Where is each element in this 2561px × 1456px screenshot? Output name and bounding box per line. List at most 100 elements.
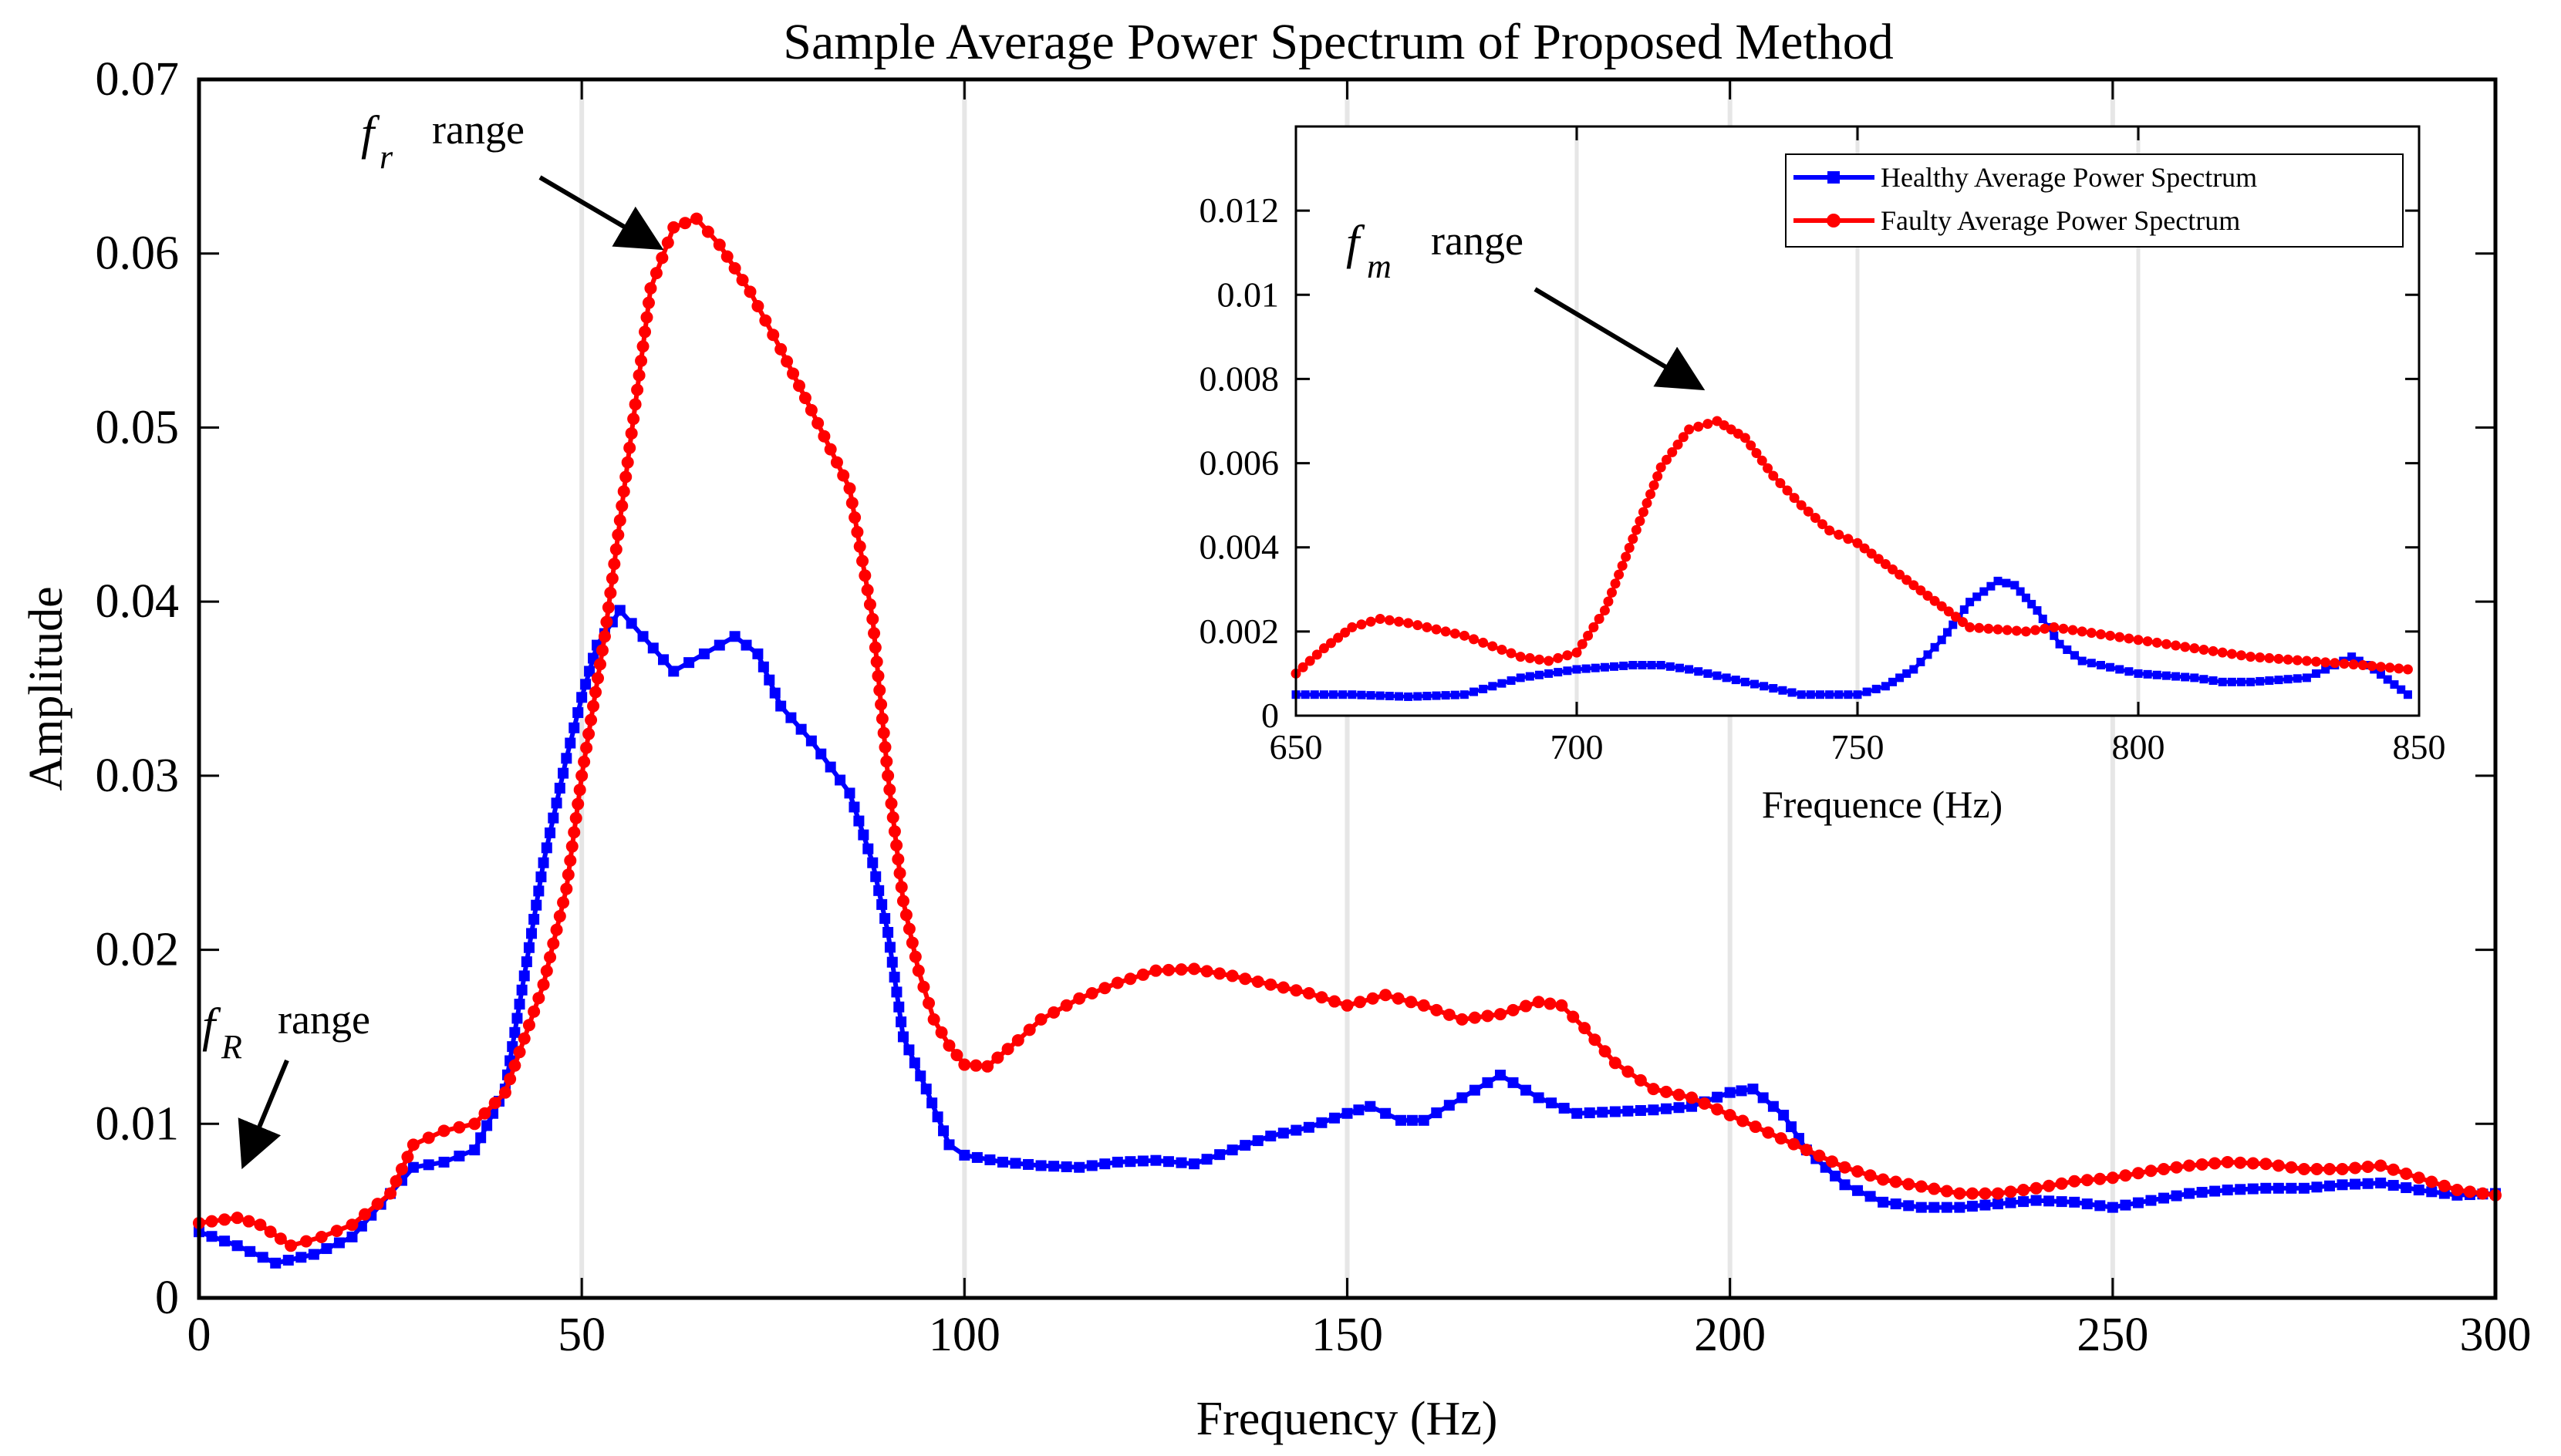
main-point-healthy — [531, 899, 542, 911]
inset-point-healthy — [2181, 672, 2190, 682]
inset-point-healthy — [1722, 673, 1731, 682]
main-point-faulty — [879, 740, 892, 753]
inset-point-healthy — [1760, 682, 1769, 691]
main-point-healthy — [1864, 1191, 1876, 1202]
inset-point-healthy — [1888, 677, 1897, 686]
main-point-faulty — [1578, 1022, 1591, 1035]
main-point-faulty — [635, 354, 648, 367]
main-point-faulty — [1544, 997, 1557, 1010]
inset-point-faulty — [2394, 663, 2404, 674]
main-point-faulty — [1442, 1008, 1456, 1021]
inset-point-faulty — [2058, 623, 2069, 634]
inset-point-healthy — [2161, 671, 2171, 680]
inset-point-healthy — [1685, 665, 1694, 674]
main-point-healthy — [2018, 1196, 2030, 1208]
inset-point-faulty — [1929, 595, 1940, 606]
main-point-faulty — [2017, 1184, 2030, 1197]
main-point-healthy — [1150, 1154, 1162, 1166]
main-point-healthy — [714, 639, 725, 651]
inset-point-faulty — [2002, 625, 2013, 635]
fm-subscript: m — [1367, 248, 1392, 285]
inset-point-faulty — [1667, 447, 1678, 457]
main-point-faulty — [553, 910, 566, 923]
inset-point-healthy — [1572, 665, 1581, 674]
main-point-healthy — [538, 857, 549, 868]
legend-box — [1785, 153, 2404, 248]
main-x-tick-label: 50 — [558, 1309, 606, 1361]
main-point-healthy — [2132, 1197, 2144, 1208]
main-point-healthy — [698, 648, 710, 659]
main-point-faulty — [2387, 1163, 2400, 1176]
main-point-faulty — [589, 686, 602, 699]
main-point-healthy — [626, 618, 637, 629]
inset-point-healthy — [2077, 656, 2087, 666]
main-point-faulty — [792, 379, 805, 393]
main-point-faulty — [616, 500, 629, 512]
inset-point-faulty — [1412, 620, 1423, 631]
main-point-faulty — [604, 586, 617, 599]
main-point-healthy — [1966, 1201, 1978, 1212]
main-point-healthy — [897, 1031, 909, 1043]
inset-point-faulty — [2375, 662, 2386, 672]
main-point-healthy — [903, 1044, 915, 1056]
main-point-healthy — [1757, 1092, 1769, 1104]
main-point-faulty — [1315, 991, 1328, 1004]
main-y-tick-label: 0 — [155, 1272, 179, 1324]
main-point-healthy — [849, 801, 860, 813]
inset-point-faulty — [2189, 643, 2200, 654]
main-point-healthy — [2387, 1180, 2399, 1191]
inset-point-faulty — [2095, 629, 2106, 639]
inset-point-healthy — [2002, 578, 2011, 588]
main-point-faulty — [824, 443, 837, 456]
main-point-faulty — [720, 250, 734, 263]
main-point-faulty — [1456, 1013, 1469, 1026]
inset-point-healthy — [2227, 677, 2236, 686]
main-point-healthy — [516, 984, 528, 996]
main-point-faulty — [1940, 1185, 1953, 1198]
inset-point-healthy — [1610, 662, 1619, 671]
main-point-healthy — [333, 1237, 345, 1249]
fR-range-label: range — [278, 996, 370, 1043]
inset-point-healthy — [1731, 676, 1740, 685]
main-point-healthy — [920, 1084, 932, 1095]
inset-point-healthy — [2321, 665, 2330, 674]
inset-point-faulty — [1678, 432, 1689, 443]
main-point-faulty — [1647, 1083, 1660, 1096]
main-point-healthy — [231, 1240, 243, 1252]
main-point-faulty — [912, 964, 925, 977]
inset-y-tick-label: 0.012 — [1200, 190, 1280, 230]
main-point-healthy — [938, 1125, 950, 1137]
inset-point-faulty — [2049, 622, 2060, 632]
main-point-healthy — [896, 1016, 907, 1028]
inset-point-faulty — [2151, 637, 2162, 648]
inset-point-healthy — [2390, 680, 2399, 689]
main-point-healthy — [1456, 1092, 1468, 1104]
main-point-faulty — [640, 311, 653, 324]
main-point-healthy — [1035, 1160, 1047, 1171]
main-y-tick-label: 0.06 — [96, 228, 180, 280]
main-point-faulty — [1838, 1161, 1851, 1174]
main-point-faulty — [845, 497, 859, 510]
main-point-faulty — [2144, 1164, 2158, 1178]
main-point-faulty — [830, 456, 843, 469]
main-point-healthy — [2056, 1196, 2067, 1208]
inset-point-healthy — [1656, 661, 1665, 670]
inset-point-healthy — [2134, 669, 2143, 678]
main-point-faulty — [896, 895, 909, 908]
inset-point-healthy — [1534, 670, 1544, 679]
main-point-faulty — [1555, 999, 1568, 1012]
main-point-healthy — [825, 761, 836, 773]
main-point-healthy — [893, 1001, 905, 1013]
inset-point-healthy — [2265, 676, 2274, 686]
main-point-faulty — [612, 528, 625, 541]
main-point-faulty — [1520, 999, 1533, 1013]
inset-point-faulty — [2208, 645, 2219, 656]
legend-label-healthy: Healthy Average Power Spectrum — [1881, 162, 2257, 193]
main-point-faulty — [877, 726, 890, 740]
main-point-healthy — [729, 631, 741, 642]
main-point-healthy — [2120, 1199, 2131, 1211]
main-point-faulty — [532, 992, 545, 1005]
main-point-faulty — [2323, 1162, 2336, 1175]
main-point-healthy — [1265, 1131, 1277, 1142]
